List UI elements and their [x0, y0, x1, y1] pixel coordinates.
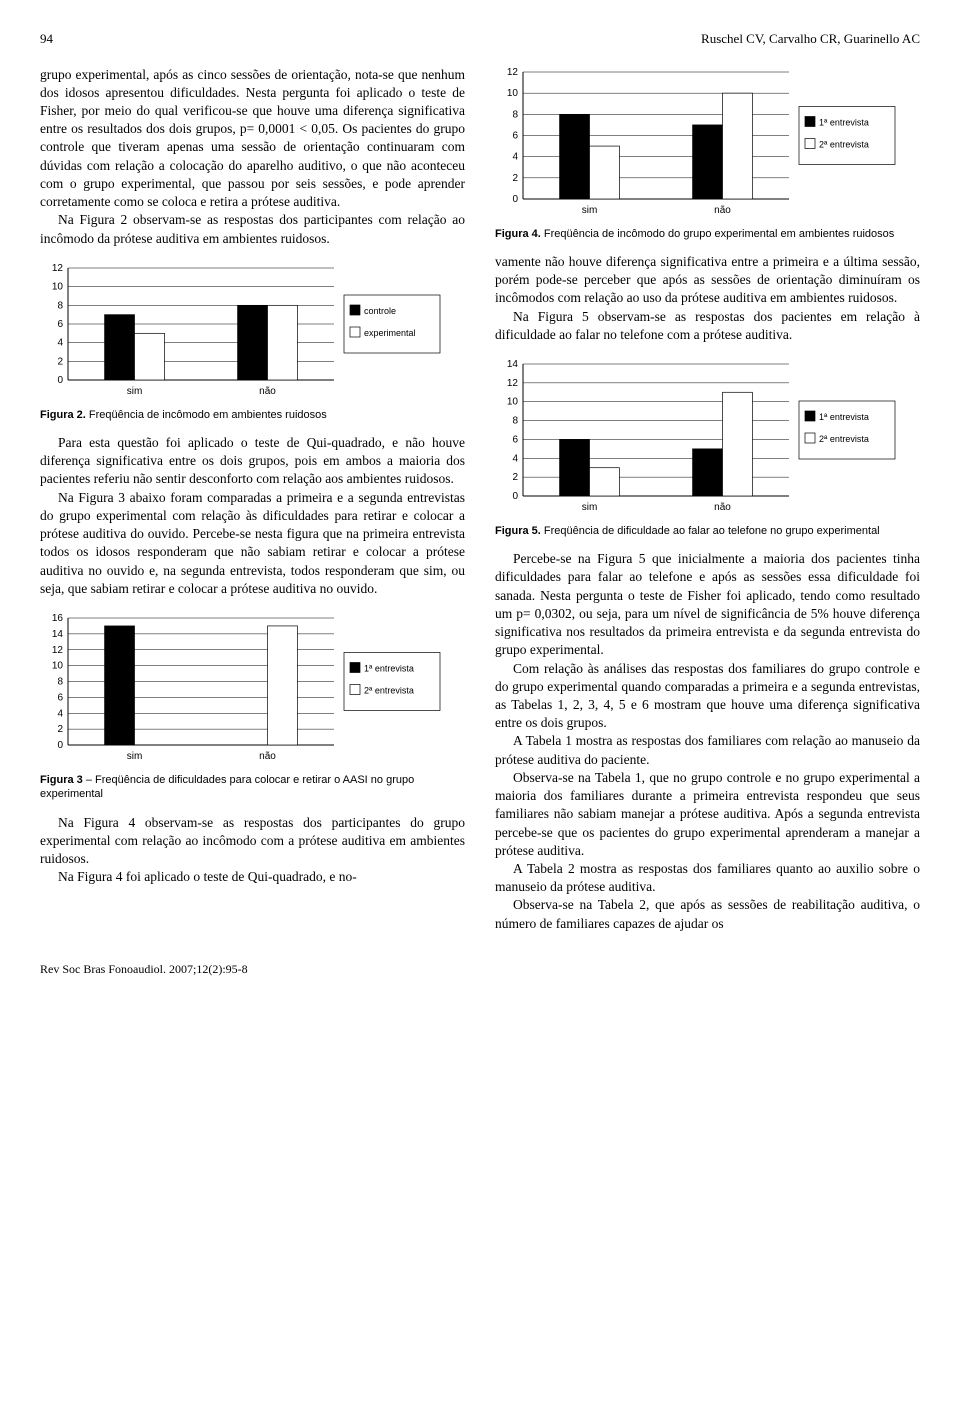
right-column: 0 2 4 6 8 10 12 sim não 1ª entrevista 2ª entrevist…	[495, 66, 920, 933]
svg-text:8: 8	[57, 300, 63, 311]
right-p6: Observa-se na Tabela 1, que no grupo con…	[495, 769, 920, 860]
svg-text:não: não	[259, 386, 276, 397]
left-p5: Na Figura 4 observam-se as respostas dos…	[40, 814, 465, 869]
svg-text:12: 12	[52, 263, 64, 274]
journal-footer: Rev Soc Bras Fonoaudiol. 2007;12(2):95-8	[40, 961, 920, 977]
svg-text:4: 4	[512, 453, 518, 464]
svg-text:experimental: experimental	[364, 328, 416, 338]
right-p8: Observa-se na Tabela 2, que após as sess…	[495, 896, 920, 932]
svg-text:2: 2	[512, 172, 518, 183]
right-p1: vamente não houve diferença significativ…	[495, 253, 920, 308]
fig3-caption-rest: – Freqüência de dificuldades para coloca…	[40, 774, 414, 800]
svg-text:6: 6	[57, 319, 63, 330]
fig2-caption-bold: Figura 2.	[40, 409, 86, 421]
svg-text:0: 0	[57, 740, 63, 751]
figure-4-caption: Figura 4. Freqüência de incômodo do grup…	[495, 227, 920, 241]
svg-text:8: 8	[57, 677, 63, 688]
right-p2: Na Figura 5 observam-se as respostas dos…	[495, 308, 920, 344]
right-p5: A Tabela 1 mostra as respostas dos famil…	[495, 732, 920, 768]
figure-2-chart: 0 2 4 6 8 10 12 sim não controle experimental	[40, 262, 465, 402]
svg-text:6: 6	[512, 434, 518, 445]
figure-5-chart: 0 2 4 6 8 10 12 14 sim não 1ª entrevista 2ª entrevi…	[495, 358, 920, 518]
svg-text:1ª entrevista: 1ª entrevista	[364, 664, 414, 674]
svg-text:10: 10	[52, 281, 64, 292]
figure-2-caption: Figura 2. Freqüência de incômodo em ambi…	[40, 408, 465, 422]
right-p4: Com relação às análises das respostas do…	[495, 660, 920, 733]
svg-text:sim: sim	[582, 502, 598, 513]
svg-text:2: 2	[512, 472, 518, 483]
svg-text:sim: sim	[127, 386, 143, 397]
svg-text:12: 12	[52, 645, 64, 656]
left-p4: Na Figura 3 abaixo foram comparadas a pr…	[40, 489, 465, 598]
svg-text:8: 8	[512, 109, 518, 120]
left-column: grupo experimental, após as cinco sessõe…	[40, 66, 465, 933]
svg-text:6: 6	[57, 692, 63, 703]
svg-text:14: 14	[52, 629, 64, 640]
svg-text:14: 14	[507, 359, 519, 370]
header-authors: Ruschel CV, Carvalho CR, Guarinello AC	[701, 30, 920, 48]
fig2-caption-rest: Freqüência de incômodo em ambientes ruid…	[86, 409, 327, 421]
svg-text:0: 0	[512, 194, 518, 205]
left-p6: Na Figura 4 foi aplicado o teste de Qui-…	[40, 868, 465, 886]
svg-text:0: 0	[57, 375, 63, 386]
figure-5-caption: Figura 5. Freqüência de dificuldade ao f…	[495, 524, 920, 538]
svg-text:sim: sim	[582, 205, 598, 216]
svg-text:1ª entrevista: 1ª entrevista	[819, 117, 869, 127]
svg-text:4: 4	[57, 708, 63, 719]
left-p1: grupo experimental, após as cinco sessõe…	[40, 66, 465, 212]
svg-text:10: 10	[507, 397, 519, 408]
fig5-caption-rest: Freqüência de dificuldade ao falar ao te…	[541, 525, 880, 537]
left-p3: Para esta questão foi aplicado o teste d…	[40, 434, 465, 489]
left-p2: Na Figura 2 observam-se as respostas dos…	[40, 211, 465, 247]
svg-text:10: 10	[507, 88, 519, 99]
svg-text:2ª entrevista: 2ª entrevista	[819, 139, 869, 149]
svg-text:sim: sim	[127, 751, 143, 762]
svg-text:0: 0	[512, 491, 518, 502]
fig4-caption-rest: Freqüência de incômodo do grupo experime…	[541, 228, 894, 240]
fig5-caption-bold: Figura 5.	[495, 525, 541, 537]
page-number: 94	[40, 30, 53, 48]
svg-text:1ª entrevista: 1ª entrevista	[819, 412, 869, 422]
svg-text:2: 2	[57, 356, 63, 367]
svg-text:2ª entrevista: 2ª entrevista	[364, 686, 414, 696]
svg-text:6: 6	[512, 130, 518, 141]
svg-text:12: 12	[507, 378, 519, 389]
svg-text:10: 10	[52, 661, 64, 672]
svg-text:12: 12	[507, 67, 519, 78]
svg-text:não: não	[714, 502, 731, 513]
svg-text:não: não	[714, 205, 731, 216]
svg-text:não: não	[259, 751, 276, 762]
figure-3-chart: 0 2 4 6 8 10 12 14 16 sim não 1ª entrevista 2ª entre…	[40, 612, 465, 767]
figure-4-chart: 0 2 4 6 8 10 12 sim não 1ª entrevista 2ª entrevist…	[495, 66, 920, 221]
svg-text:16: 16	[52, 613, 64, 624]
right-p3: Percebe-se na Figura 5 que inicialmente …	[495, 550, 920, 659]
svg-text:4: 4	[512, 151, 518, 162]
svg-text:8: 8	[512, 416, 518, 427]
svg-text:4: 4	[57, 337, 63, 348]
svg-text:2ª entrevista: 2ª entrevista	[819, 434, 869, 444]
svg-text:2: 2	[57, 724, 63, 735]
right-p7: A Tabela 2 mostra as respostas dos famil…	[495, 860, 920, 896]
fig3-caption-bold: Figura 3	[40, 774, 83, 786]
fig4-caption-bold: Figura 4.	[495, 228, 541, 240]
figure-3-caption: Figura 3 – Freqüência de dificuldades pa…	[40, 773, 465, 802]
svg-text:controle: controle	[364, 306, 396, 316]
